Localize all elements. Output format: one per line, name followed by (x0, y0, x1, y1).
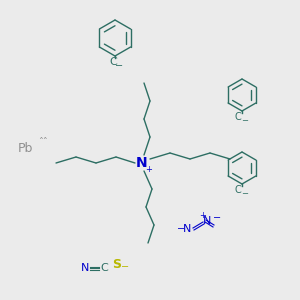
Text: N: N (203, 216, 211, 226)
Text: S: S (112, 259, 122, 272)
Text: C: C (235, 112, 242, 122)
Text: −: − (115, 61, 123, 71)
Text: −: − (177, 224, 185, 234)
Text: C: C (100, 263, 108, 273)
Text: +: + (200, 211, 206, 220)
Text: +: + (146, 164, 152, 173)
Text: C: C (235, 185, 242, 195)
Text: Pb: Pb (18, 142, 33, 154)
Text: N: N (136, 156, 148, 170)
Text: −: − (242, 190, 248, 199)
Text: N: N (81, 263, 89, 273)
Text: −: − (242, 116, 248, 125)
Text: −: − (121, 262, 129, 272)
Text: ˆˆ: ˆˆ (38, 138, 48, 148)
Text: −: − (213, 213, 221, 223)
Text: N: N (183, 224, 191, 234)
Text: C: C (109, 57, 117, 67)
